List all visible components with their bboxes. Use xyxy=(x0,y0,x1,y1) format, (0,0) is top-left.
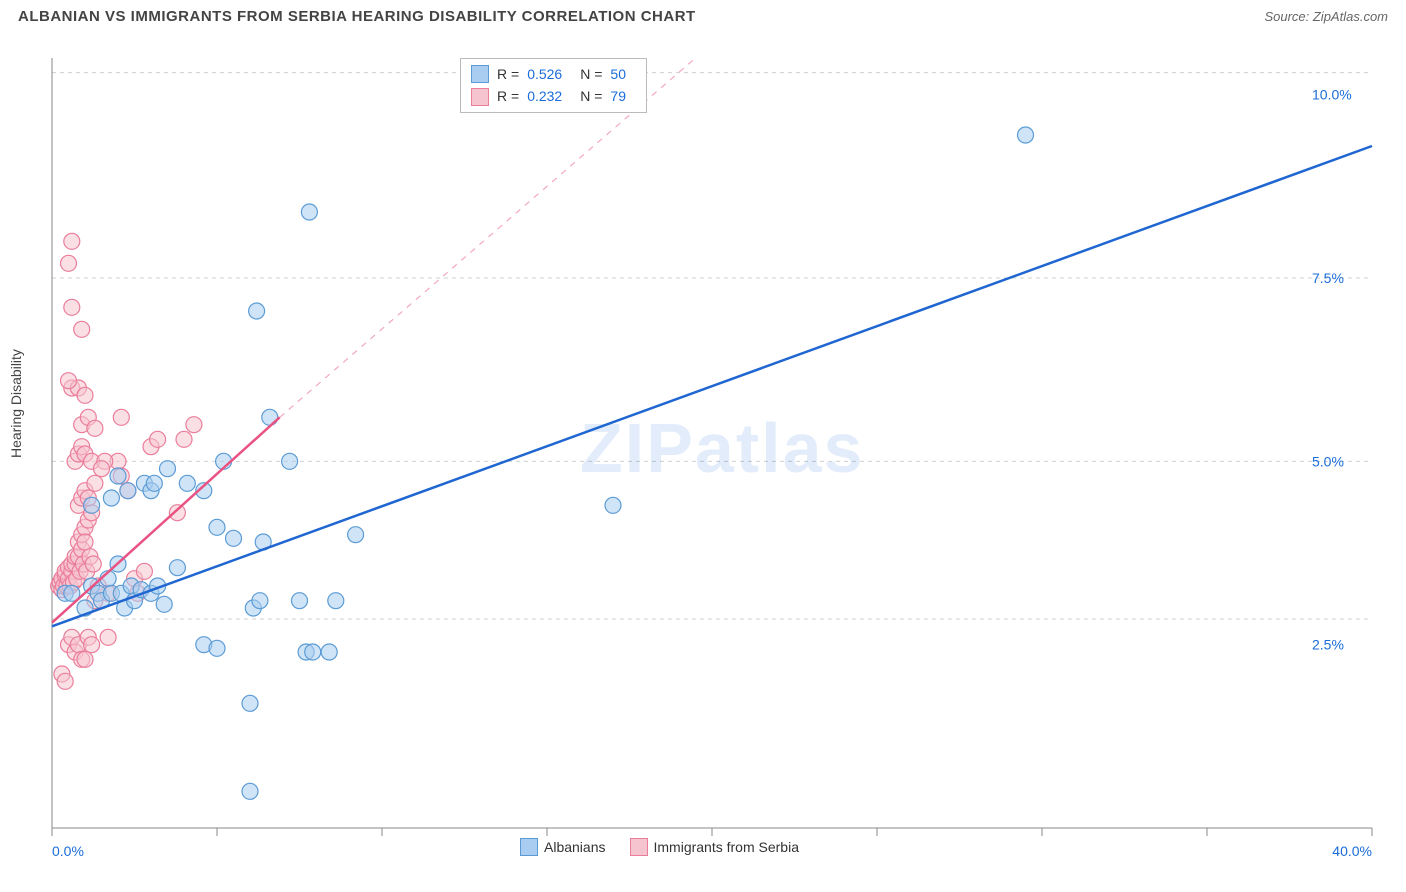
data-point xyxy=(160,461,176,477)
y-axis-label: Hearing Disability xyxy=(8,349,24,458)
stat-n-label: N = xyxy=(580,85,602,107)
data-point xyxy=(169,560,185,576)
stats-legend-row: R = 0.526 N = 50 xyxy=(471,63,636,85)
data-point xyxy=(186,417,202,433)
svg-text:40.0%: 40.0% xyxy=(1332,843,1372,859)
svg-text:10.0%: 10.0% xyxy=(1312,87,1352,103)
data-point xyxy=(321,644,337,660)
stat-r-label: R = xyxy=(497,63,519,85)
data-point xyxy=(169,505,185,521)
data-point xyxy=(61,373,77,389)
data-point xyxy=(209,519,225,535)
stat-r-value: 0.526 xyxy=(527,63,562,85)
svg-text:7.5%: 7.5% xyxy=(1312,270,1344,286)
data-point xyxy=(84,497,100,513)
data-point xyxy=(282,453,298,469)
data-point xyxy=(301,204,317,220)
legend-item: Immigrants from Serbia xyxy=(630,838,799,856)
data-point xyxy=(150,431,166,447)
data-point xyxy=(64,299,80,315)
data-point xyxy=(120,483,136,499)
data-point xyxy=(156,596,172,612)
chart-area: Hearing Disability 0.0% 40.0% 2.5% 5.0% 7.5%… xyxy=(0,38,1406,892)
data-point xyxy=(209,640,225,656)
data-point xyxy=(77,534,93,550)
chart-header: ALBANIAN VS IMMIGRANTS FROM SERBIA HEARI… xyxy=(0,0,1406,31)
scatter-chart: 0.0% 40.0% 2.5% 5.0% 7.5% 10.0% xyxy=(0,38,1406,892)
data-point xyxy=(249,303,265,319)
data-point xyxy=(103,490,119,506)
stat-r-value: 0.232 xyxy=(527,85,562,107)
chart-title: ALBANIAN VS IMMIGRANTS FROM SERBIA HEARI… xyxy=(18,8,696,25)
legend-swatch xyxy=(520,838,538,856)
data-point xyxy=(113,409,129,425)
stat-n-label: N = xyxy=(580,63,602,85)
data-point xyxy=(605,497,621,513)
legend-item: Albanians xyxy=(520,838,606,856)
data-point xyxy=(179,475,195,491)
legend-swatch xyxy=(630,838,648,856)
stat-n-value: 79 xyxy=(610,85,626,107)
data-point xyxy=(87,420,103,436)
trend-line-albanians xyxy=(52,146,1372,626)
data-point xyxy=(77,651,93,667)
data-point xyxy=(348,527,364,543)
stat-n-value: 50 xyxy=(610,63,626,85)
data-point xyxy=(85,556,101,572)
data-point xyxy=(242,695,258,711)
data-point xyxy=(328,593,344,609)
svg-text:0.0%: 0.0% xyxy=(52,843,84,859)
data-point xyxy=(226,530,242,546)
data-point xyxy=(305,644,321,660)
legend-label: Immigrants from Serbia xyxy=(654,839,799,855)
series-legend: Albanians Immigrants from Serbia xyxy=(520,838,799,856)
svg-text:5.0%: 5.0% xyxy=(1312,453,1344,469)
stat-r-label: R = xyxy=(497,85,519,107)
data-point xyxy=(262,409,278,425)
data-point xyxy=(110,468,126,484)
legend-swatch xyxy=(471,88,489,106)
legend-swatch xyxy=(471,65,489,83)
data-point xyxy=(176,431,192,447)
data-point xyxy=(146,475,162,491)
chart-source: Source: ZipAtlas.com xyxy=(1264,9,1388,24)
stats-legend-row: R = 0.232 N = 79 xyxy=(471,85,636,107)
data-point xyxy=(292,593,308,609)
legend-label: Albanians xyxy=(544,839,606,855)
data-point xyxy=(87,475,103,491)
data-point xyxy=(100,629,116,645)
data-point xyxy=(242,783,258,799)
data-point xyxy=(84,637,100,653)
stats-legend: R = 0.526 N = 50 R = 0.232 N = 79 xyxy=(460,58,647,113)
data-point xyxy=(57,673,73,689)
data-point xyxy=(64,233,80,249)
data-point xyxy=(61,255,77,271)
data-point xyxy=(1018,127,1034,143)
data-point xyxy=(74,321,90,337)
data-point xyxy=(136,563,152,579)
data-point xyxy=(77,387,93,403)
svg-text:2.5%: 2.5% xyxy=(1312,637,1344,653)
data-point xyxy=(94,461,110,477)
data-point xyxy=(252,593,268,609)
